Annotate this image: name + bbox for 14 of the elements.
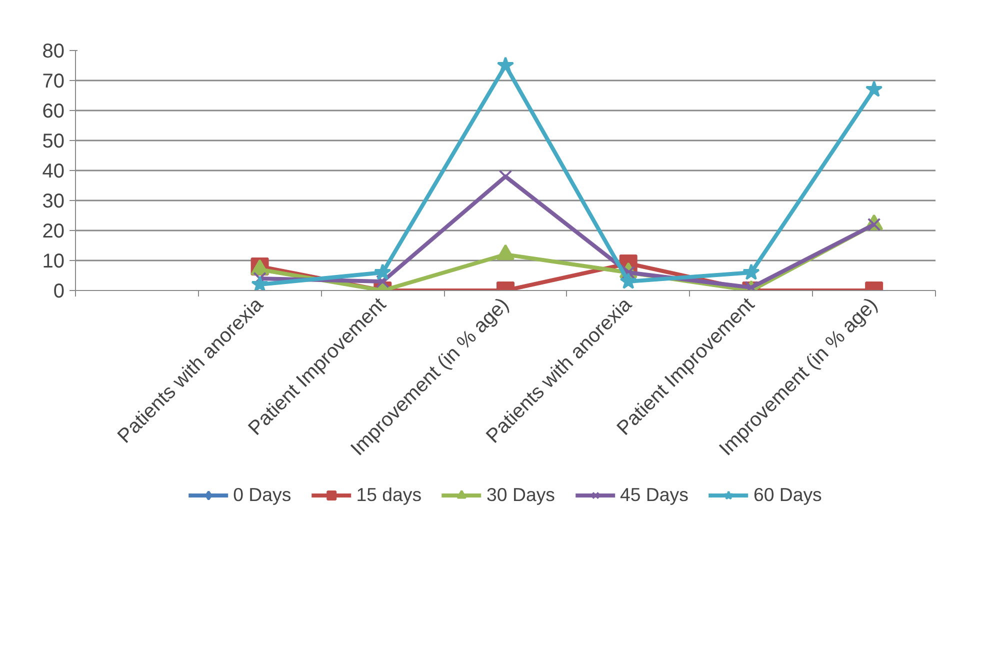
y-tick-label: 10 <box>42 250 65 272</box>
y-tick-label: 80 <box>42 40 65 62</box>
y-tick-label: 0 <box>53 280 64 302</box>
legend-label: 45 Days <box>620 484 688 506</box>
legend-label: 30 Days <box>486 484 555 506</box>
y-tick-label: 40 <box>42 160 65 182</box>
legend-label: 60 Days <box>753 484 822 506</box>
y-tick-label: 50 <box>42 130 65 152</box>
legend-label: 0 Days <box>233 484 292 506</box>
y-tick-label: 70 <box>42 70 65 92</box>
legend-label: 15 days <box>356 484 422 506</box>
y-tick-label: 30 <box>42 190 65 212</box>
y-tick-label: 20 <box>42 220 65 242</box>
y-tick-label: 60 <box>42 100 65 122</box>
